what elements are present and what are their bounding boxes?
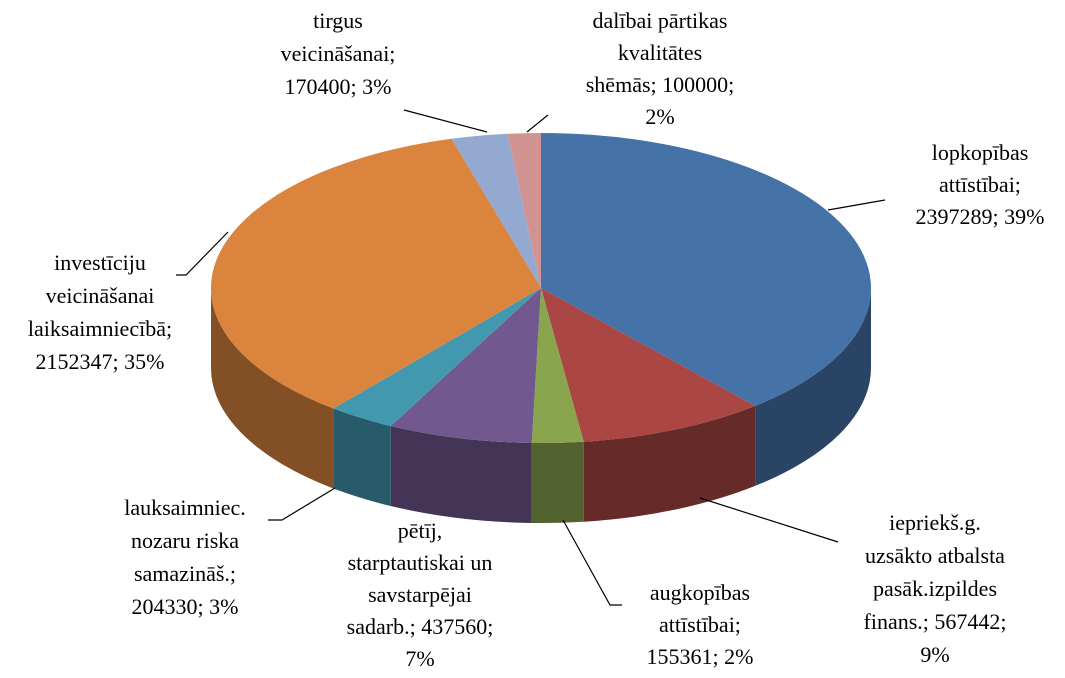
- data-label-line: attīstībai;: [659, 612, 741, 637]
- leader-line: [176, 231, 229, 276]
- data-label-line: pasāk.izpildes: [873, 576, 997, 601]
- slice-side: [583, 405, 756, 522]
- data-label-line: uzsākto atbalsta: [865, 543, 1005, 568]
- data-label-line: iepriekš.g.: [889, 510, 981, 535]
- leader-line: [268, 487, 336, 521]
- leader-line: [403, 109, 488, 133]
- data-label-line: augkopības: [650, 580, 750, 605]
- data-label-line: 170400; 3%: [285, 74, 392, 99]
- data-label: dalībai pārtikas kvalitātes shēmās; 100000…: [586, 8, 735, 129]
- slice-side: [531, 441, 584, 524]
- leader-line: [827, 199, 886, 211]
- slice: [541, 288, 756, 442]
- data-label-line: 2152347; 35%: [36, 349, 165, 374]
- data-label-line: laiksaimniecībā;: [28, 316, 172, 341]
- data-label-line: 7%: [405, 646, 434, 671]
- data-label-line: nozaru riska: [131, 528, 239, 553]
- data-label-line: shēmās; 100000;: [586, 72, 735, 97]
- slice-side: [390, 426, 532, 523]
- data-label-line: savstarpējai: [368, 582, 472, 607]
- data-label-line: lauksaimniec.: [124, 495, 246, 520]
- slice: [451, 133, 541, 288]
- leader-line: [526, 114, 549, 133]
- data-label: lauksaimniec. nozaru riska samazināš.; 2043…: [124, 495, 246, 619]
- slice: [333, 288, 541, 427]
- data-label-line: 2397289; 39%: [916, 204, 1045, 229]
- slice-side: [755, 288, 871, 486]
- data-label-line: pētīj,: [398, 518, 443, 543]
- slice: [531, 288, 584, 443]
- data-label-line: veicināšanai;: [281, 41, 396, 66]
- data-label-line: starptautiskai un: [348, 550, 493, 575]
- data-label-line: 9%: [920, 642, 949, 667]
- slice-side: [211, 288, 334, 489]
- data-label-line: 2%: [645, 104, 674, 129]
- data-label: augkopības attīstībai; 155361; 2%: [647, 580, 754, 669]
- data-label-line: tirgus: [313, 8, 363, 33]
- data-label: lopkopības attīstībai; 2397289; 39%: [916, 140, 1045, 229]
- data-label-line: finans.; 567442;: [864, 609, 1007, 634]
- slice: [507, 133, 541, 288]
- data-label-line: veicināšanai: [46, 283, 155, 308]
- data-label-line: lopkopības: [932, 140, 1029, 165]
- data-label-line: 204330; 3%: [132, 594, 239, 619]
- data-label: investīciju veicināšanai laiksaimniecībā; 2…: [28, 250, 172, 374]
- leader-line: [699, 497, 839, 543]
- leader-line: [562, 519, 622, 606]
- data-label: iepriekš.g. uzsākto atbalsta pasāk.izpilde…: [864, 510, 1007, 667]
- data-label-line: sadarb.; 437560;: [347, 614, 494, 639]
- data-label-line: samazināš.;: [134, 561, 236, 586]
- data-label-line: dalībai pārtikas: [592, 8, 727, 33]
- slice: [541, 133, 871, 406]
- slice-side: [333, 408, 391, 507]
- data-label-line: attīstībai;: [939, 172, 1021, 197]
- data-label: pētīj, starptautiskai un savstarpējai sadar…: [347, 518, 494, 671]
- data-label-line: 155361; 2%: [647, 644, 754, 669]
- slice: [211, 138, 541, 409]
- data-label-line: investīciju: [54, 250, 146, 275]
- data-label-line: kvalitātes: [618, 40, 702, 65]
- data-label: tirgus veicināšanai; 170400; 3%: [281, 8, 396, 99]
- slice: [390, 288, 541, 443]
